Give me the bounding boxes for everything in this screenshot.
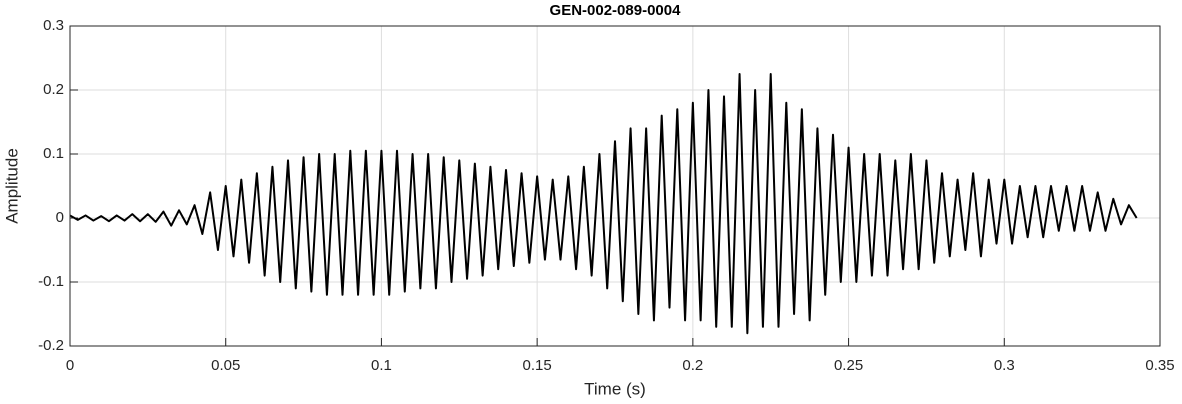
y-tick-label: 0.2 xyxy=(43,81,64,98)
x-tick-label: 0.15 xyxy=(523,357,552,374)
x-tick-label: 0.2 xyxy=(682,357,703,374)
y-tick-label: -0.2 xyxy=(38,337,64,354)
x-tick-label: 0.05 xyxy=(211,357,240,374)
waveform xyxy=(69,73,1138,335)
y-tick-label: -0.1 xyxy=(38,273,64,290)
x-tick-label: 0.3 xyxy=(994,357,1015,374)
x-tick-label: 0.35 xyxy=(1145,357,1174,374)
y-tick-label: 0 xyxy=(56,209,64,226)
y-tick-label: 0.1 xyxy=(43,145,64,162)
x-tick-label: 0.25 xyxy=(834,357,863,374)
x-tick-label: 0.1 xyxy=(371,357,392,374)
plot-frame xyxy=(69,25,1161,347)
y-axis-label: Amplitude xyxy=(2,148,21,224)
x-tick-label: 0 xyxy=(66,357,74,374)
chart-title: GEN-002-089-0004 xyxy=(550,2,682,19)
y-tick-label: 0.3 xyxy=(43,17,64,34)
x-axis-label: Time (s) xyxy=(584,379,646,398)
plot-area xyxy=(70,26,1160,346)
